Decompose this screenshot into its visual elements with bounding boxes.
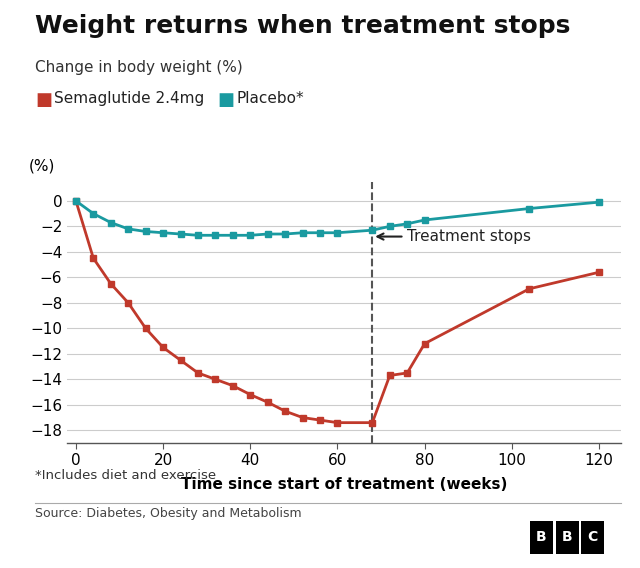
Text: ■: ■ — [218, 91, 235, 109]
Text: Source: Diabetes, Obesity and Metabolism: Source: Diabetes, Obesity and Metabolism — [35, 507, 302, 520]
X-axis label: Time since start of treatment (weeks): Time since start of treatment (weeks) — [181, 477, 507, 492]
Text: Weight returns when treatment stops: Weight returns when treatment stops — [35, 14, 571, 38]
Text: Semaglutide 2.4mg: Semaglutide 2.4mg — [54, 91, 205, 106]
Text: B: B — [562, 531, 572, 544]
Text: Placebo*: Placebo* — [237, 91, 305, 106]
Text: ■: ■ — [35, 91, 52, 109]
Text: Change in body weight (%): Change in body weight (%) — [35, 60, 243, 74]
Text: (%): (%) — [28, 159, 55, 174]
Text: Treatment stops: Treatment stops — [378, 229, 531, 244]
Text: B: B — [536, 531, 547, 544]
Text: *Includes diet and exercise: *Includes diet and exercise — [35, 469, 216, 482]
Text: C: C — [588, 531, 598, 544]
